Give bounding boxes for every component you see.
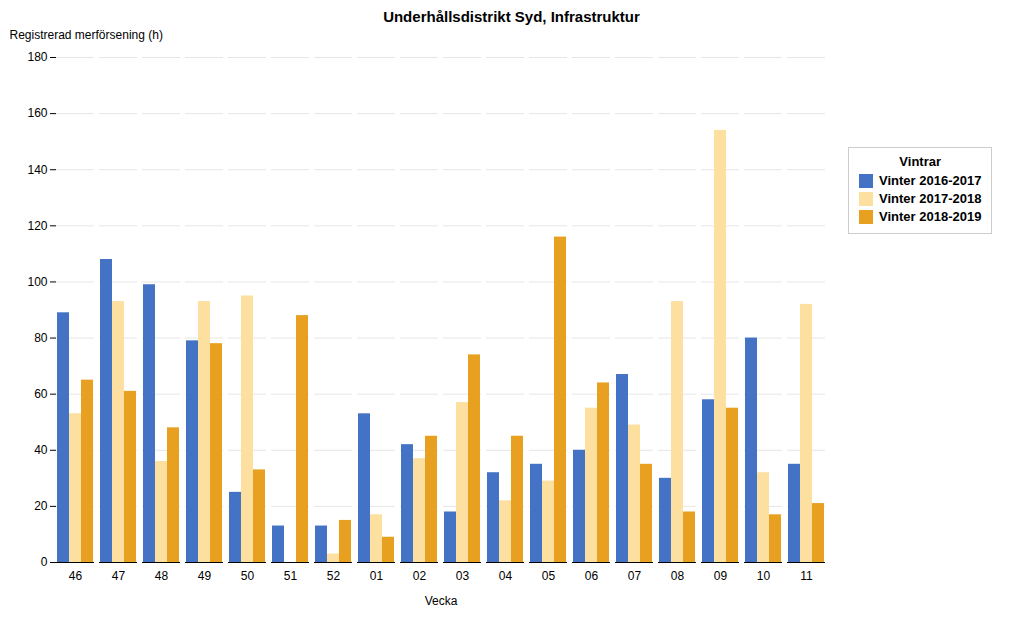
- svg-text:100: 100: [27, 275, 47, 289]
- svg-text:120: 120: [27, 219, 47, 233]
- svg-text:140: 140: [27, 163, 47, 177]
- svg-text:Vecka: Vecka: [425, 594, 458, 608]
- svg-text:47: 47: [112, 569, 126, 583]
- svg-text:50: 50: [241, 569, 255, 583]
- svg-text:51: 51: [284, 569, 298, 583]
- svg-text:40: 40: [34, 443, 48, 457]
- svg-text:48: 48: [155, 569, 169, 583]
- svg-text:09: 09: [714, 569, 728, 583]
- svg-text:0: 0: [41, 555, 48, 569]
- html-text:Vinter 2016-2017: Vinter 2016-2017: [879, 173, 982, 188]
- svg-text:06: 06: [585, 569, 599, 583]
- svg-text:80: 80: [34, 331, 48, 345]
- html-text:Vinter 2018-2019: Vinter 2018-2019: [879, 209, 982, 224]
- svg-text:52: 52: [327, 569, 341, 583]
- svg-text:49: 49: [198, 569, 212, 583]
- svg-text:01: 01: [370, 569, 384, 583]
- html-text:Vintrar: Vintrar: [899, 154, 941, 169]
- svg-text:160: 160: [27, 106, 47, 120]
- svg-text:46: 46: [69, 569, 83, 583]
- svg-text:11: 11: [800, 569, 813, 583]
- svg-text:05: 05: [542, 569, 556, 583]
- svg-text:04: 04: [499, 569, 513, 583]
- html-text:Underhållsdistrikt Syd, Infras: Underhållsdistrikt Syd, Infrastruktur: [383, 8, 640, 25]
- svg-text:07: 07: [628, 569, 642, 583]
- svg-text:180: 180: [27, 50, 47, 64]
- svg-text:60: 60: [34, 387, 48, 401]
- svg-text:08: 08: [671, 569, 685, 583]
- svg-text:20: 20: [34, 499, 48, 513]
- svg-text:Registrerad merförsening (h): Registrerad merförsening (h): [10, 28, 163, 42]
- svg-text:10: 10: [757, 569, 771, 583]
- svg-text:03: 03: [456, 569, 470, 583]
- html-text:Vinter 2017-2018: Vinter 2017-2018: [879, 191, 982, 206]
- svg-text:02: 02: [413, 569, 427, 583]
